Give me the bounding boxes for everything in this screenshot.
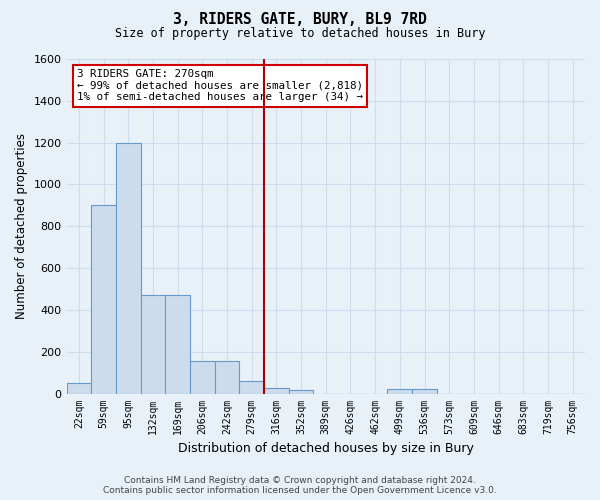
Text: Contains HM Land Registry data © Crown copyright and database right 2024.
Contai: Contains HM Land Registry data © Crown c…	[103, 476, 497, 495]
Bar	[239, 381, 264, 394]
Bar	[165, 296, 190, 394]
Bar	[91, 206, 116, 394]
Bar	[412, 390, 437, 394]
Text: Size of property relative to detached houses in Bury: Size of property relative to detached ho…	[115, 28, 485, 40]
Text: 3 RIDERS GATE: 270sqm
← 99% of detached houses are smaller (2,818)
1% of semi-de: 3 RIDERS GATE: 270sqm ← 99% of detached …	[77, 69, 363, 102]
X-axis label: Distribution of detached houses by size in Bury: Distribution of detached houses by size …	[178, 442, 474, 455]
Bar	[289, 390, 313, 394]
Bar	[388, 390, 412, 394]
Bar	[67, 383, 91, 394]
Bar	[215, 361, 239, 394]
Bar	[190, 361, 215, 394]
Text: 3, RIDERS GATE, BURY, BL9 7RD: 3, RIDERS GATE, BURY, BL9 7RD	[173, 12, 427, 28]
Bar	[264, 388, 289, 394]
Bar	[116, 142, 140, 394]
Y-axis label: Number of detached properties: Number of detached properties	[15, 134, 28, 320]
Bar	[140, 296, 165, 394]
